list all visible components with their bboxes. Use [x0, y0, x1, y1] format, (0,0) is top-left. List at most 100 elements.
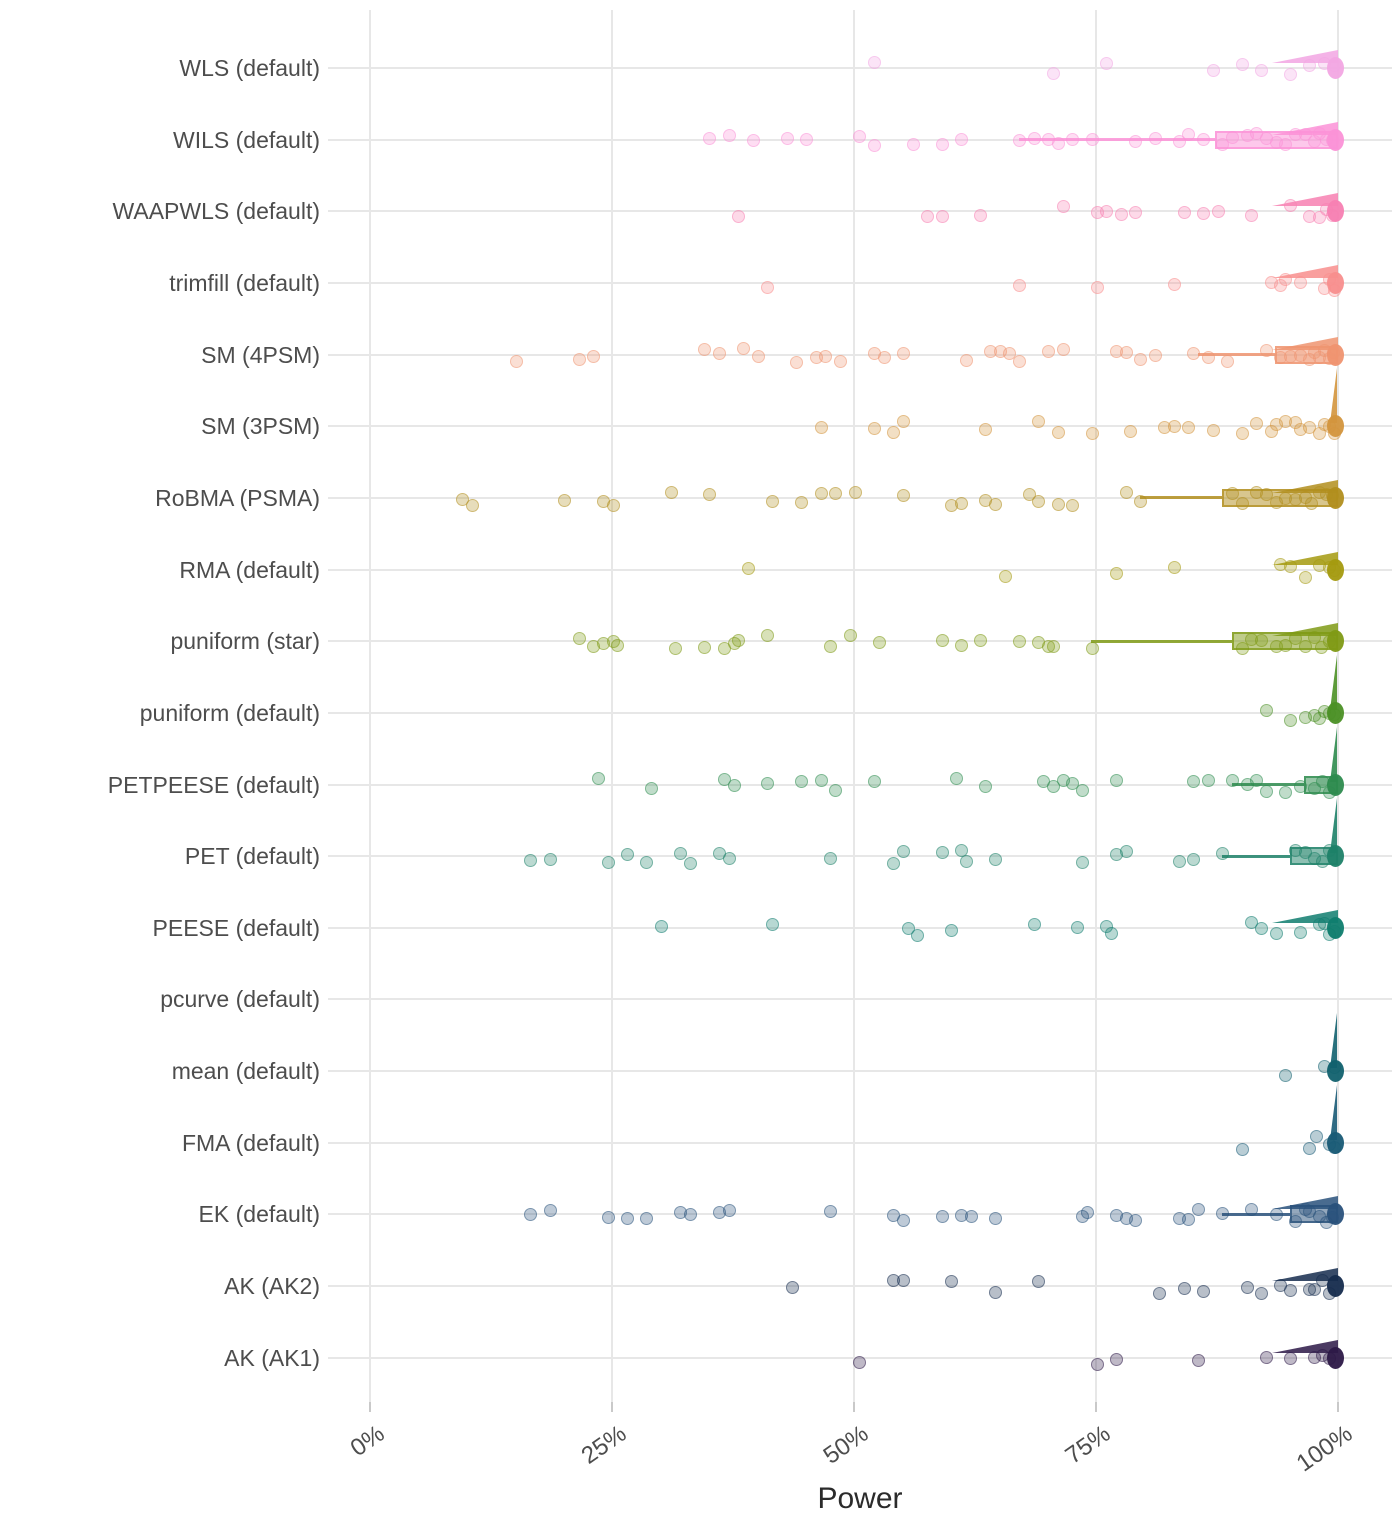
data-point	[1187, 853, 1201, 867]
density-flag	[1272, 623, 1338, 637]
data-point	[867, 421, 881, 435]
data-point	[761, 628, 775, 642]
density-spike	[1330, 1084, 1337, 1140]
data-point	[1051, 426, 1065, 440]
density-flag	[1272, 479, 1338, 493]
data-point	[867, 139, 881, 153]
data-point	[1269, 1207, 1283, 1221]
cluster-blob	[1327, 415, 1345, 438]
data-point	[1046, 640, 1060, 654]
data-point	[935, 137, 949, 151]
data-point	[640, 1211, 654, 1225]
data-point	[911, 929, 925, 943]
data-point	[1085, 427, 1099, 441]
data-point	[1250, 774, 1264, 788]
data-point	[1216, 138, 1230, 152]
data-point	[1182, 1213, 1196, 1227]
data-point	[814, 774, 828, 788]
data-point	[887, 856, 901, 870]
density-flag	[1272, 264, 1338, 278]
density-spike	[1330, 368, 1337, 424]
data-point	[1259, 785, 1273, 799]
data-point	[761, 777, 775, 790]
data-point	[621, 848, 635, 862]
data-point	[959, 855, 973, 869]
data-point	[1056, 200, 1070, 214]
density-flag	[1272, 1196, 1338, 1210]
data-point	[1134, 353, 1148, 367]
data-point	[703, 131, 717, 145]
data-point	[1090, 280, 1104, 294]
data-point	[1235, 57, 1249, 71]
data-point	[795, 774, 809, 788]
box-whisker	[1231, 783, 1305, 786]
data-point	[572, 352, 586, 366]
box-whisker	[1221, 854, 1290, 858]
grid-hline	[328, 783, 1392, 786]
density-flag	[1272, 50, 1338, 63]
data-point	[1187, 775, 1201, 789]
data-point	[1148, 132, 1162, 146]
data-point	[1124, 425, 1138, 439]
data-point	[964, 1209, 978, 1223]
data-point	[1148, 349, 1162, 363]
data-point	[1201, 350, 1215, 364]
cluster-blob	[1327, 1275, 1345, 1298]
row-label: EK (default)	[198, 1201, 320, 1228]
grid-vline	[853, 10, 855, 1402]
data-point	[1255, 634, 1269, 648]
data-point	[945, 1274, 959, 1288]
data-point	[1013, 634, 1027, 648]
data-point	[1080, 1205, 1094, 1219]
row-label: puniform (default)	[139, 699, 320, 726]
grid-hline	[328, 425, 1392, 428]
data-point	[1279, 1069, 1293, 1083]
data-point	[737, 342, 751, 356]
data-point	[1240, 1280, 1254, 1294]
data-point	[1119, 345, 1133, 359]
row-label: SM (3PSM)	[201, 413, 320, 440]
cluster-blob	[1327, 271, 1345, 294]
data-point	[853, 130, 867, 144]
data-point	[1221, 354, 1235, 368]
row-label: RoBMA (PSMA)	[155, 484, 320, 511]
data-point	[1255, 921, 1269, 935]
density-flag	[1272, 193, 1338, 207]
data-point	[1013, 354, 1027, 368]
data-point	[1109, 774, 1123, 788]
data-point	[1284, 1283, 1298, 1297]
grid-hline	[328, 711, 1392, 714]
data-point	[1129, 135, 1143, 149]
data-point	[606, 498, 620, 512]
data-point	[1056, 342, 1070, 356]
data-point	[1211, 205, 1225, 219]
data-point	[790, 356, 804, 370]
data-point	[1201, 774, 1215, 788]
cluster-blob	[1327, 128, 1345, 151]
cluster-blob	[1327, 1060, 1345, 1083]
data-point	[988, 1285, 1002, 1299]
grid-hline	[328, 1285, 1392, 1288]
data-point	[1259, 343, 1273, 357]
grid-hline	[328, 568, 1392, 571]
row-label: trimfill (default)	[169, 269, 320, 296]
data-point	[722, 128, 736, 142]
data-point	[1206, 63, 1220, 77]
grid-vline	[611, 10, 613, 1402]
grid-hline	[328, 640, 1392, 643]
data-point	[979, 423, 993, 437]
data-point	[1206, 424, 1220, 438]
row-label: AK (AK1)	[224, 1344, 320, 1371]
data-point	[1293, 925, 1307, 939]
x-tick-mark	[369, 1402, 371, 1412]
data-point	[814, 486, 828, 500]
data-point	[1090, 1358, 1104, 1372]
data-point	[1100, 205, 1114, 219]
data-point	[1196, 132, 1210, 146]
data-point	[1226, 131, 1240, 145]
row-label: RMA (default)	[179, 556, 320, 583]
data-point	[683, 856, 697, 870]
grid-hline	[328, 210, 1392, 213]
data-point	[935, 209, 949, 223]
data-point	[954, 496, 968, 510]
